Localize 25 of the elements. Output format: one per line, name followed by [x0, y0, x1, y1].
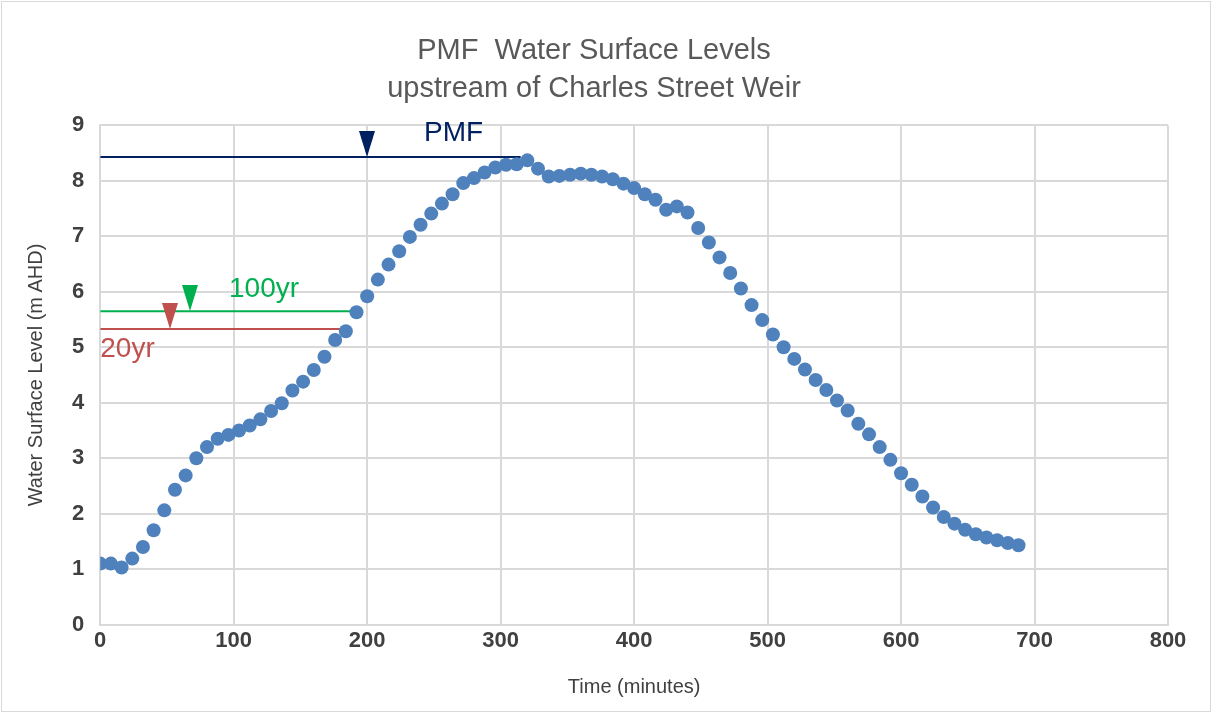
y-tick-label: 5: [71, 333, 85, 359]
chart-title: PMF Water Surface Levels upstream of Charles Street Weir: [387, 32, 802, 103]
x-tick-label: 600: [882, 626, 920, 652]
y-tick-label: 8: [71, 166, 85, 192]
x-tick-label: 700: [1016, 626, 1053, 652]
y-tick-label: 2: [71, 499, 85, 525]
y-tick-label: 1: [71, 555, 85, 581]
legend-label: 100yr: [229, 271, 300, 303]
y-tick-label: 6: [71, 277, 85, 303]
x-tick-label: 800: [1149, 626, 1187, 652]
x-tick-label: 200: [348, 626, 386, 652]
x-tick-label: 100: [215, 626, 253, 652]
y-axis-title: Water Surface Level (m AHD): [23, 243, 46, 507]
y-tick-label: 7: [71, 222, 85, 248]
x-tick-label: 500: [749, 626, 786, 652]
y-tick-label: 0: [71, 610, 85, 636]
y-tick-label: 9: [71, 111, 85, 137]
x-tick-label: 400: [615, 626, 653, 652]
x-axis-title: Time (minutes): [567, 674, 701, 697]
y-tick-label: 3: [71, 444, 85, 470]
x-tick-label: 300: [482, 626, 520, 652]
legend-label: PMF: [423, 115, 484, 147]
x-tick-label: 0: [94, 626, 107, 652]
series-label: 20yr: [100, 331, 155, 363]
y-tick-label: 4: [71, 388, 85, 414]
